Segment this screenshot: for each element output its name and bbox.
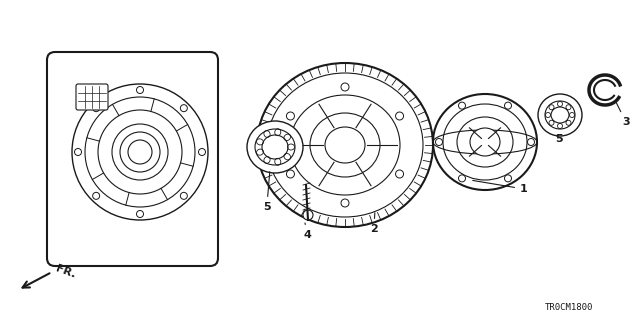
Text: 4: 4 — [303, 223, 311, 240]
Text: FR.: FR. — [54, 264, 77, 280]
Circle shape — [112, 124, 168, 180]
Circle shape — [198, 148, 205, 156]
FancyBboxPatch shape — [76, 84, 108, 110]
Text: 5: 5 — [555, 134, 563, 144]
Circle shape — [136, 211, 143, 218]
Circle shape — [74, 148, 81, 156]
Circle shape — [504, 102, 511, 109]
Circle shape — [93, 105, 100, 112]
Ellipse shape — [325, 127, 365, 163]
Circle shape — [435, 139, 442, 146]
Circle shape — [180, 105, 188, 112]
Ellipse shape — [470, 128, 500, 156]
Circle shape — [180, 192, 188, 199]
Ellipse shape — [267, 73, 423, 217]
Ellipse shape — [538, 94, 582, 136]
Text: 2: 2 — [370, 213, 378, 234]
Text: TR0CM1800: TR0CM1800 — [545, 303, 593, 312]
Ellipse shape — [262, 135, 288, 159]
Ellipse shape — [247, 121, 303, 173]
Circle shape — [341, 199, 349, 207]
Circle shape — [287, 170, 294, 178]
Circle shape — [341, 83, 349, 91]
FancyBboxPatch shape — [47, 52, 218, 266]
Circle shape — [458, 102, 465, 109]
Circle shape — [93, 192, 100, 199]
Text: 1: 1 — [473, 180, 528, 194]
Text: 3: 3 — [616, 102, 630, 127]
Circle shape — [458, 175, 465, 182]
Circle shape — [72, 84, 208, 220]
Circle shape — [527, 139, 534, 146]
Ellipse shape — [551, 107, 569, 123]
Text: 5: 5 — [263, 172, 271, 212]
Circle shape — [303, 210, 313, 220]
Circle shape — [136, 86, 143, 93]
Circle shape — [287, 112, 294, 120]
Circle shape — [396, 170, 404, 178]
Circle shape — [396, 112, 404, 120]
Circle shape — [504, 175, 511, 182]
Ellipse shape — [433, 94, 537, 190]
